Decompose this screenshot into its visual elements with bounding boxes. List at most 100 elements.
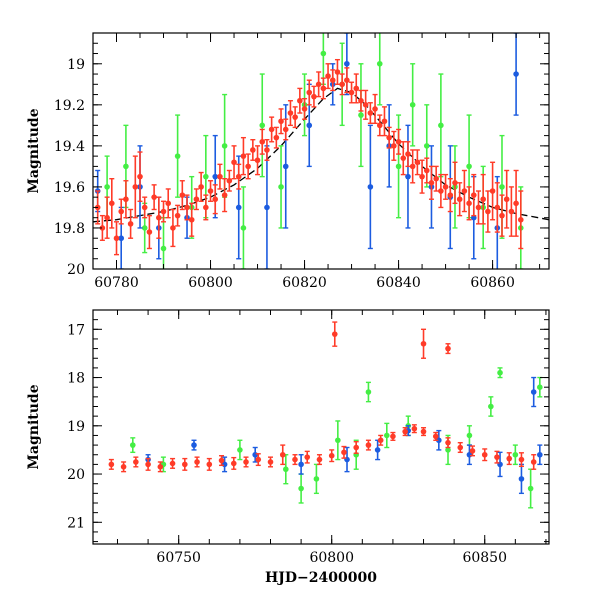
green-point [527,485,534,492]
green-point [395,163,402,170]
green-point [383,432,390,439]
red-point [235,173,242,180]
bottom-axes: 60750 60800 60850 17 18 19 20 21 [67,309,549,566]
red-point [423,167,430,174]
blue-point [374,447,381,453]
red-point [207,188,214,194]
blue-point [252,451,259,458]
green-point [259,122,266,129]
red-point [212,196,219,203]
red-point [217,173,223,180]
red-point [188,216,195,223]
red-point [193,196,200,203]
red-point [123,196,129,203]
red-point [402,428,408,435]
red-point [367,110,374,116]
red-point [292,456,298,463]
green-point [174,153,181,159]
green-point [423,143,430,149]
green-point [466,432,473,439]
green-series [104,33,524,269]
green-point [358,112,364,118]
red-point [259,138,266,145]
red-point [445,345,451,352]
red-point [513,200,519,207]
red-point [481,451,488,458]
blue-point [367,184,374,190]
green-point [104,184,110,190]
red-point [141,204,148,211]
green-point [298,485,304,492]
red-point [133,459,139,465]
red-point [329,77,336,83]
green-point [445,447,451,453]
red-point [292,114,298,120]
blue-point [513,71,519,77]
red-point [206,461,213,468]
red-point [218,457,225,464]
red-point [240,153,247,159]
red-point [466,200,472,207]
red-series [94,58,524,256]
green-point [488,403,494,410]
blue-point [118,235,125,242]
red-point [250,147,256,153]
red-point [184,204,190,211]
y-tick-label: 18 [67,371,85,387]
red-point [267,459,274,465]
green-point [365,389,372,395]
blue-point [282,163,289,170]
red-point [506,455,513,462]
red-point [278,118,284,125]
red-point [99,225,106,231]
y-tick-label: 19.2 [54,98,85,114]
blue-point [298,461,304,468]
red-point [157,464,164,470]
red-point [316,456,323,463]
green-point [376,60,383,67]
green-point [320,50,327,57]
x-tick-label: 60820 [282,275,327,291]
x-tick-label: 60750 [156,550,201,566]
red-point [419,173,425,180]
red-point [304,454,311,460]
red-point [461,188,468,194]
red-point [231,159,237,166]
red-point [386,134,392,141]
y-tick-label: 20 [67,262,85,278]
model-curve [93,87,549,223]
red-point [414,159,421,166]
red-point [530,459,537,465]
red-point [311,93,317,100]
green-point [409,102,416,108]
bottom-panel: Magnitude 60750 60800 60850 17 18 19 20 21 HJD−… [26,309,550,586]
red-point [494,204,501,211]
green-point [240,225,247,231]
bottom-ylabel: Magnitude [26,384,42,469]
red-point [499,212,505,219]
red-point [420,340,427,347]
y-tick-label: 20 [67,467,85,483]
y-tick-label: 19 [67,419,85,435]
red-point [445,439,451,446]
blue-point [518,476,525,482]
red-point [353,85,360,92]
red-point [518,456,525,463]
red-point [409,163,416,170]
red-point [243,459,249,465]
red-point [279,451,286,458]
red-point [174,212,181,219]
red-point [420,428,427,435]
top-axes: 60780 60800 60820 60840 60860 19 19.2 19.4 19.6 1… [54,32,549,291]
top-ylabel: Magnitude [26,108,42,193]
green-point [123,163,129,170]
red-point [268,126,275,133]
red-point [390,433,396,440]
y-tick-label: 17 [67,322,85,338]
red-point [447,192,454,198]
y-tick-label: 21 [67,515,85,531]
y-tick-label: 19.8 [54,221,85,237]
red-point [145,461,151,468]
red-point [442,184,449,190]
